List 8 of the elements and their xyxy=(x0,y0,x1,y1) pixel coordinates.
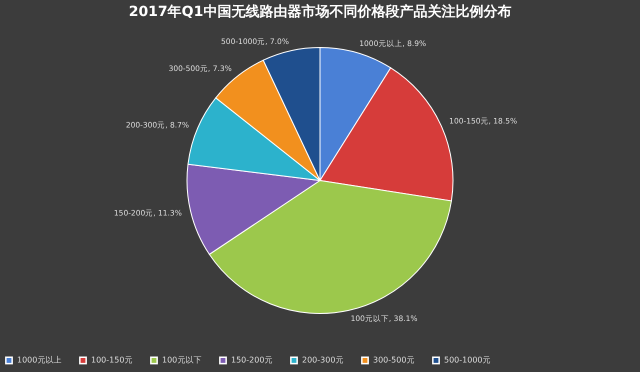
legend-label: 500-1000元 xyxy=(444,355,491,364)
legend-label: 100元以下 xyxy=(162,355,202,364)
legend-label: 1000元以上 xyxy=(17,355,62,364)
legend-label: 100-150元 xyxy=(91,355,132,364)
chart-title: 2017年Q1中国无线路由器市场不同价格段产品关注比例分布 xyxy=(128,3,512,20)
legend-label: 200-300元 xyxy=(302,355,344,364)
legend-label: 300-500元 xyxy=(373,355,414,364)
legend-label: 150-200元 xyxy=(231,355,272,364)
